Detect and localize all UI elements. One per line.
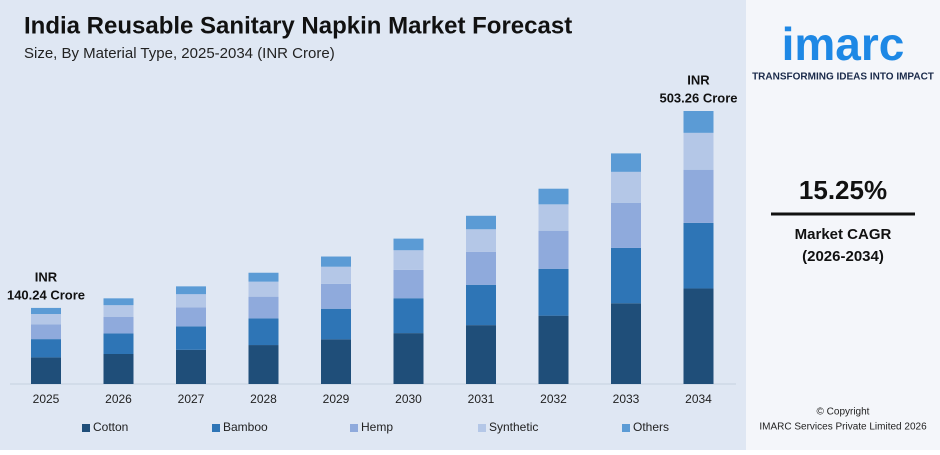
chart-subtitle: Size, By Material Type, 2025-2034 (INR C… [24,45,335,62]
legend-swatch [212,424,220,432]
bar-segment [393,238,424,251]
x-tick-label: 2028 [250,392,277,406]
bar-segment [31,324,61,340]
bar-segment [176,307,206,327]
legend-label: Cotton [93,420,128,434]
bar-segment [321,308,351,340]
copyright: © Copyright [817,407,870,418]
x-tick-label: 2032 [540,392,567,406]
legend-label: Hemp [361,420,393,434]
bar-segment [248,281,279,297]
bar-segment [611,202,641,248]
legend-swatch [82,424,90,432]
x-tick-label: 2030 [395,392,422,406]
bar-segment [683,222,714,289]
cagr-period: (2026-2034) [802,248,884,265]
bar-segment [103,354,134,384]
bar-segment [248,272,279,282]
total-annotation: 140.24 Crore [7,287,85,302]
bar-segment [466,325,496,384]
bar-segment [31,307,61,315]
bar-segment [393,333,424,384]
x-tick-label: 2027 [178,392,205,406]
tagline: TRANSFORMING IDEAS INTO IMPACT [752,72,934,83]
bar-segment [611,153,641,172]
bar-segment [31,357,61,384]
company: IMARC Services Private Limited 2026 [759,422,927,433]
bar-segment [683,169,714,223]
bar-segment [611,171,641,203]
bar-segment [683,288,714,384]
bar-segment [176,286,206,295]
bar-segment [31,314,61,325]
legend-swatch [350,424,358,432]
x-tick-label: 2029 [323,392,350,406]
legend-label: Others [633,420,669,434]
chart-title: India Reusable Sanitary Napkin Market Fo… [24,12,572,39]
bar-segment [466,229,496,252]
x-tick-label: 2031 [468,392,495,406]
bar-segment [611,247,641,304]
x-tick-label: 2033 [613,392,640,406]
bar-segment [103,298,134,306]
total-annotation: 503.26 Crore [659,90,737,105]
total-annotation: INR [687,72,710,87]
sidebar-background [746,0,940,450]
bar-segment [683,132,714,170]
bar-segment [321,339,351,384]
total-annotation: INR [35,269,58,284]
legend-label: Bamboo [223,420,268,434]
bar-segment [538,268,569,316]
bar-segment [393,269,424,299]
logo: imarc [782,18,905,70]
x-tick-label: 2034 [685,392,712,406]
bar-segment [176,294,206,308]
legend-label: Synthetic [489,420,538,434]
bar-segment [248,296,279,319]
bar-segment [466,215,496,230]
bar-segment [321,256,351,267]
x-tick-label: 2025 [33,392,60,406]
bar-segment [31,339,61,358]
bar-segment [538,230,569,269]
bar-segment [683,111,714,133]
bar-segment [321,266,351,284]
bar-segment [393,298,424,334]
bar-segment [248,318,279,346]
bar-segment [103,305,134,317]
bar-segment [538,204,569,231]
bar-segment [466,284,496,326]
cagr-value: 15.25% [799,175,887,205]
bar-segment [393,250,424,270]
bar-segment [103,333,134,355]
bar-segment [611,303,641,384]
bar-segment [321,283,351,309]
bar-segment [538,188,569,205]
legend-swatch [478,424,486,432]
bar-segment [248,345,279,384]
bar-segment [466,251,496,285]
bar-segment [176,349,206,384]
bar-segment [538,315,569,384]
x-tick-label: 2026 [105,392,132,406]
bar-segment [176,326,206,350]
cagr-label: Market CAGR [795,226,892,243]
legend-swatch [622,424,630,432]
bar-segment [103,316,134,334]
